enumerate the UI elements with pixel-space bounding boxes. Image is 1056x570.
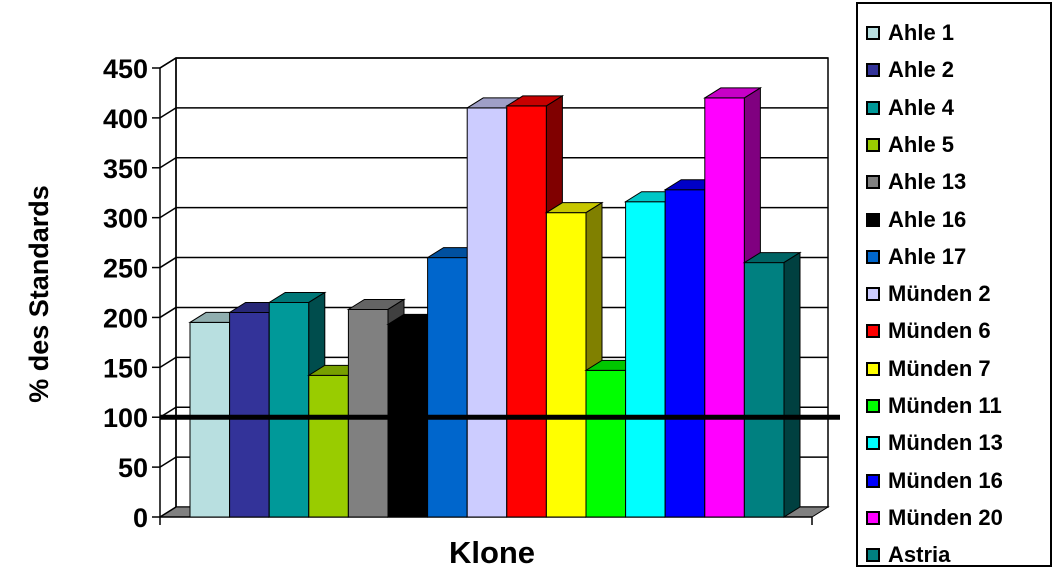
legend-label: Münden 6 [888, 318, 991, 344]
gridline-side [159, 207, 177, 219]
gridline-side [159, 506, 177, 518]
y-tick-label: 300 [103, 204, 148, 234]
gridline-side [159, 356, 177, 368]
legend-swatch [866, 212, 880, 227]
bar [704, 97, 745, 518]
y-tick-label: 250 [103, 254, 148, 284]
y-tick-label: 350 [103, 154, 148, 184]
y-tick-label: 400 [103, 104, 148, 134]
legend-label: Ahle 2 [888, 57, 955, 83]
gridline-side [159, 157, 177, 169]
legend-item: Ahle 1 [866, 18, 954, 48]
legend-swatch [866, 100, 880, 115]
legend-item: Ahle 17 [866, 242, 966, 272]
legend-swatch [866, 137, 880, 152]
legend-item: Münden 20 [866, 503, 1003, 533]
legend-label: Münden 11 [888, 393, 1002, 418]
legend-item: Ahle 13 [866, 167, 966, 197]
legend-swatch [866, 510, 880, 525]
legend-swatch [866, 436, 880, 451]
bar [387, 323, 429, 518]
legend-item: Münden 16 [866, 466, 1003, 496]
legend-swatch [866, 26, 880, 40]
y-tick-label: 450 [103, 54, 148, 84]
legend-swatch [866, 63, 880, 78]
legend-item: Astria [866, 540, 950, 570]
y-axis-title: % des Standards [24, 185, 54, 403]
bar [585, 369, 627, 518]
legend-label: Münden 2 [888, 281, 991, 307]
legend-swatch [866, 249, 880, 264]
gridline-side [159, 306, 177, 319]
legend-label: Ahle 17 [888, 243, 967, 269]
plot-area: 0 50 100 150 200 250 300 350 400 450 [103, 54, 840, 533]
bar [427, 257, 468, 518]
legend-label: Münden 16 [888, 467, 1003, 493]
legend-item: Münden 7 [866, 354, 991, 384]
bar-chart: 0 50 100 150 200 250 300 350 400 450 Klone % des … [24, 54, 840, 569]
legend-swatch [866, 175, 880, 190]
legend-swatch [866, 324, 880, 339]
legend-item: Münden 6 [866, 316, 991, 346]
bar [625, 201, 666, 518]
legend-label: Münden 20 [888, 504, 1003, 530]
gridline-side [159, 256, 177, 269]
bar [347, 308, 389, 518]
legend-item: Ahle 16 [866, 205, 966, 235]
legend-item: Ahle 5 [866, 130, 954, 160]
chart-legend: Ahle 1 Ahle 2 Ahle 4 Ahle 5 Ahle 13 Ahle 16 Ah… [856, 2, 1052, 567]
legend-label: Münden 7 [888, 355, 991, 381]
bar [506, 105, 547, 518]
legend-label: Münden 13 [888, 430, 1003, 456]
gridline-side [159, 456, 177, 468]
legend-swatch [866, 548, 880, 563]
bar [268, 301, 310, 518]
x-axis-title: Klone [449, 535, 535, 569]
y-tick-label: 150 [103, 353, 148, 383]
legend-swatch [866, 287, 880, 302]
bar [664, 189, 706, 518]
bar-side [783, 251, 801, 518]
y-tick-label: 200 [103, 303, 148, 333]
legend-label: Ahle 13 [888, 169, 967, 195]
y-tick-label: 50 [118, 453, 148, 483]
bar [545, 212, 587, 518]
side-wall-top [159, 57, 177, 69]
legend-swatch [866, 361, 880, 376]
legend-swatch [866, 399, 880, 413]
y-tick-label: 100 [103, 403, 148, 433]
legend-item: Ahle 2 [866, 55, 954, 85]
bar [743, 262, 785, 518]
legend-label: Astria [888, 542, 951, 568]
bar [466, 107, 508, 518]
legend-swatch [866, 473, 880, 488]
legend-label: Ahle 4 [888, 94, 955, 120]
legend-item: Ahle 4 [866, 93, 954, 123]
legend-label: Ahle 1 [888, 20, 955, 45]
gridline-side [159, 107, 177, 119]
legend-label: Ahle 16 [888, 206, 967, 232]
legend-label: Ahle 5 [888, 131, 955, 157]
bar [308, 374, 349, 518]
legend-item: Münden 13 [866, 428, 1003, 458]
legend-item: Münden 2 [866, 279, 991, 309]
y-tick-label: 0 [133, 503, 148, 533]
legend-item: Münden 11 [866, 391, 1002, 421]
